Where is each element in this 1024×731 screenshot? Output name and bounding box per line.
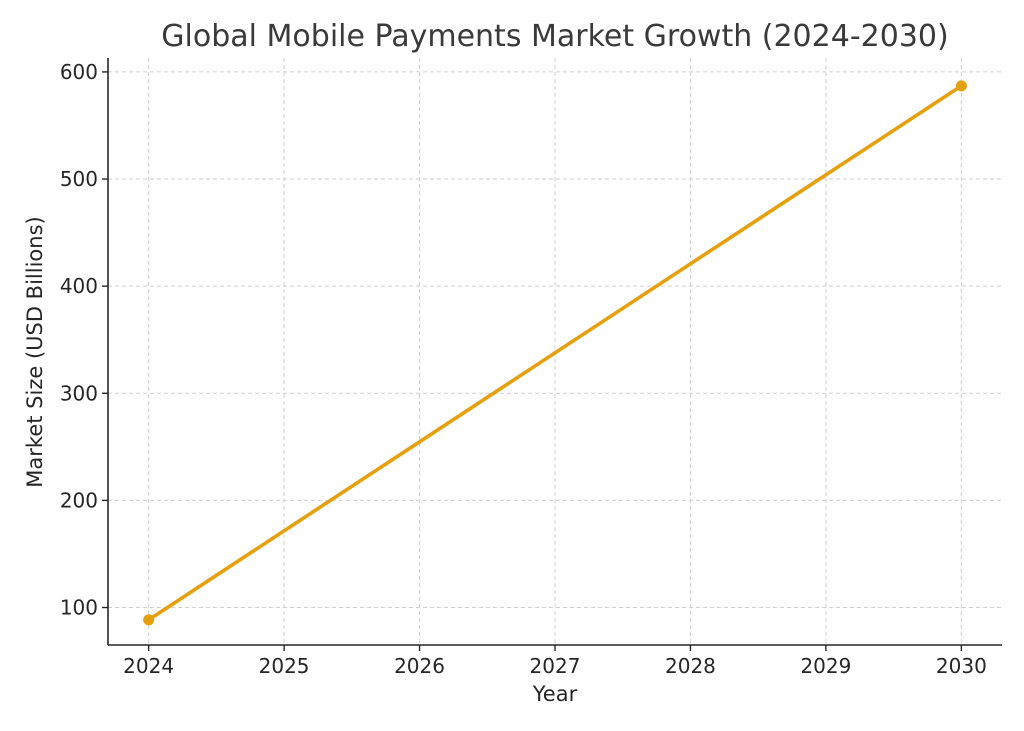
- x-tick-label: 2026: [394, 654, 445, 678]
- series-layer: [143, 80, 967, 626]
- x-tick-label: 2024: [123, 654, 174, 678]
- x-tick-label: 2029: [800, 654, 851, 678]
- x-axis-label: Year: [532, 682, 578, 706]
- x-tick-label: 2030: [936, 654, 987, 678]
- y-tick-label: 200: [60, 488, 98, 512]
- y-tick-label: 100: [60, 596, 98, 620]
- data-point: [955, 80, 967, 92]
- y-axis-label: Market Size (USD Billions): [23, 216, 47, 487]
- y-tick-label: 500: [60, 167, 98, 191]
- series-line: [146, 84, 964, 622]
- x-tick-label: 2028: [665, 654, 716, 678]
- tick-labels: 2024 2025 2026 2027 2028 2029 2030 100 200 300 400…: [60, 60, 987, 678]
- chart-title: Global Mobile Payments Market Growth (20…: [161, 19, 948, 54]
- y-tick-label: 300: [60, 381, 98, 405]
- data-point: [143, 614, 155, 626]
- y-tick-label: 600: [60, 60, 98, 84]
- x-tick-label: 2027: [530, 654, 581, 678]
- grid: [108, 58, 1002, 645]
- y-tick-label: 400: [60, 274, 98, 298]
- x-tick-label: 2025: [259, 654, 310, 678]
- axes: [102, 58, 1002, 651]
